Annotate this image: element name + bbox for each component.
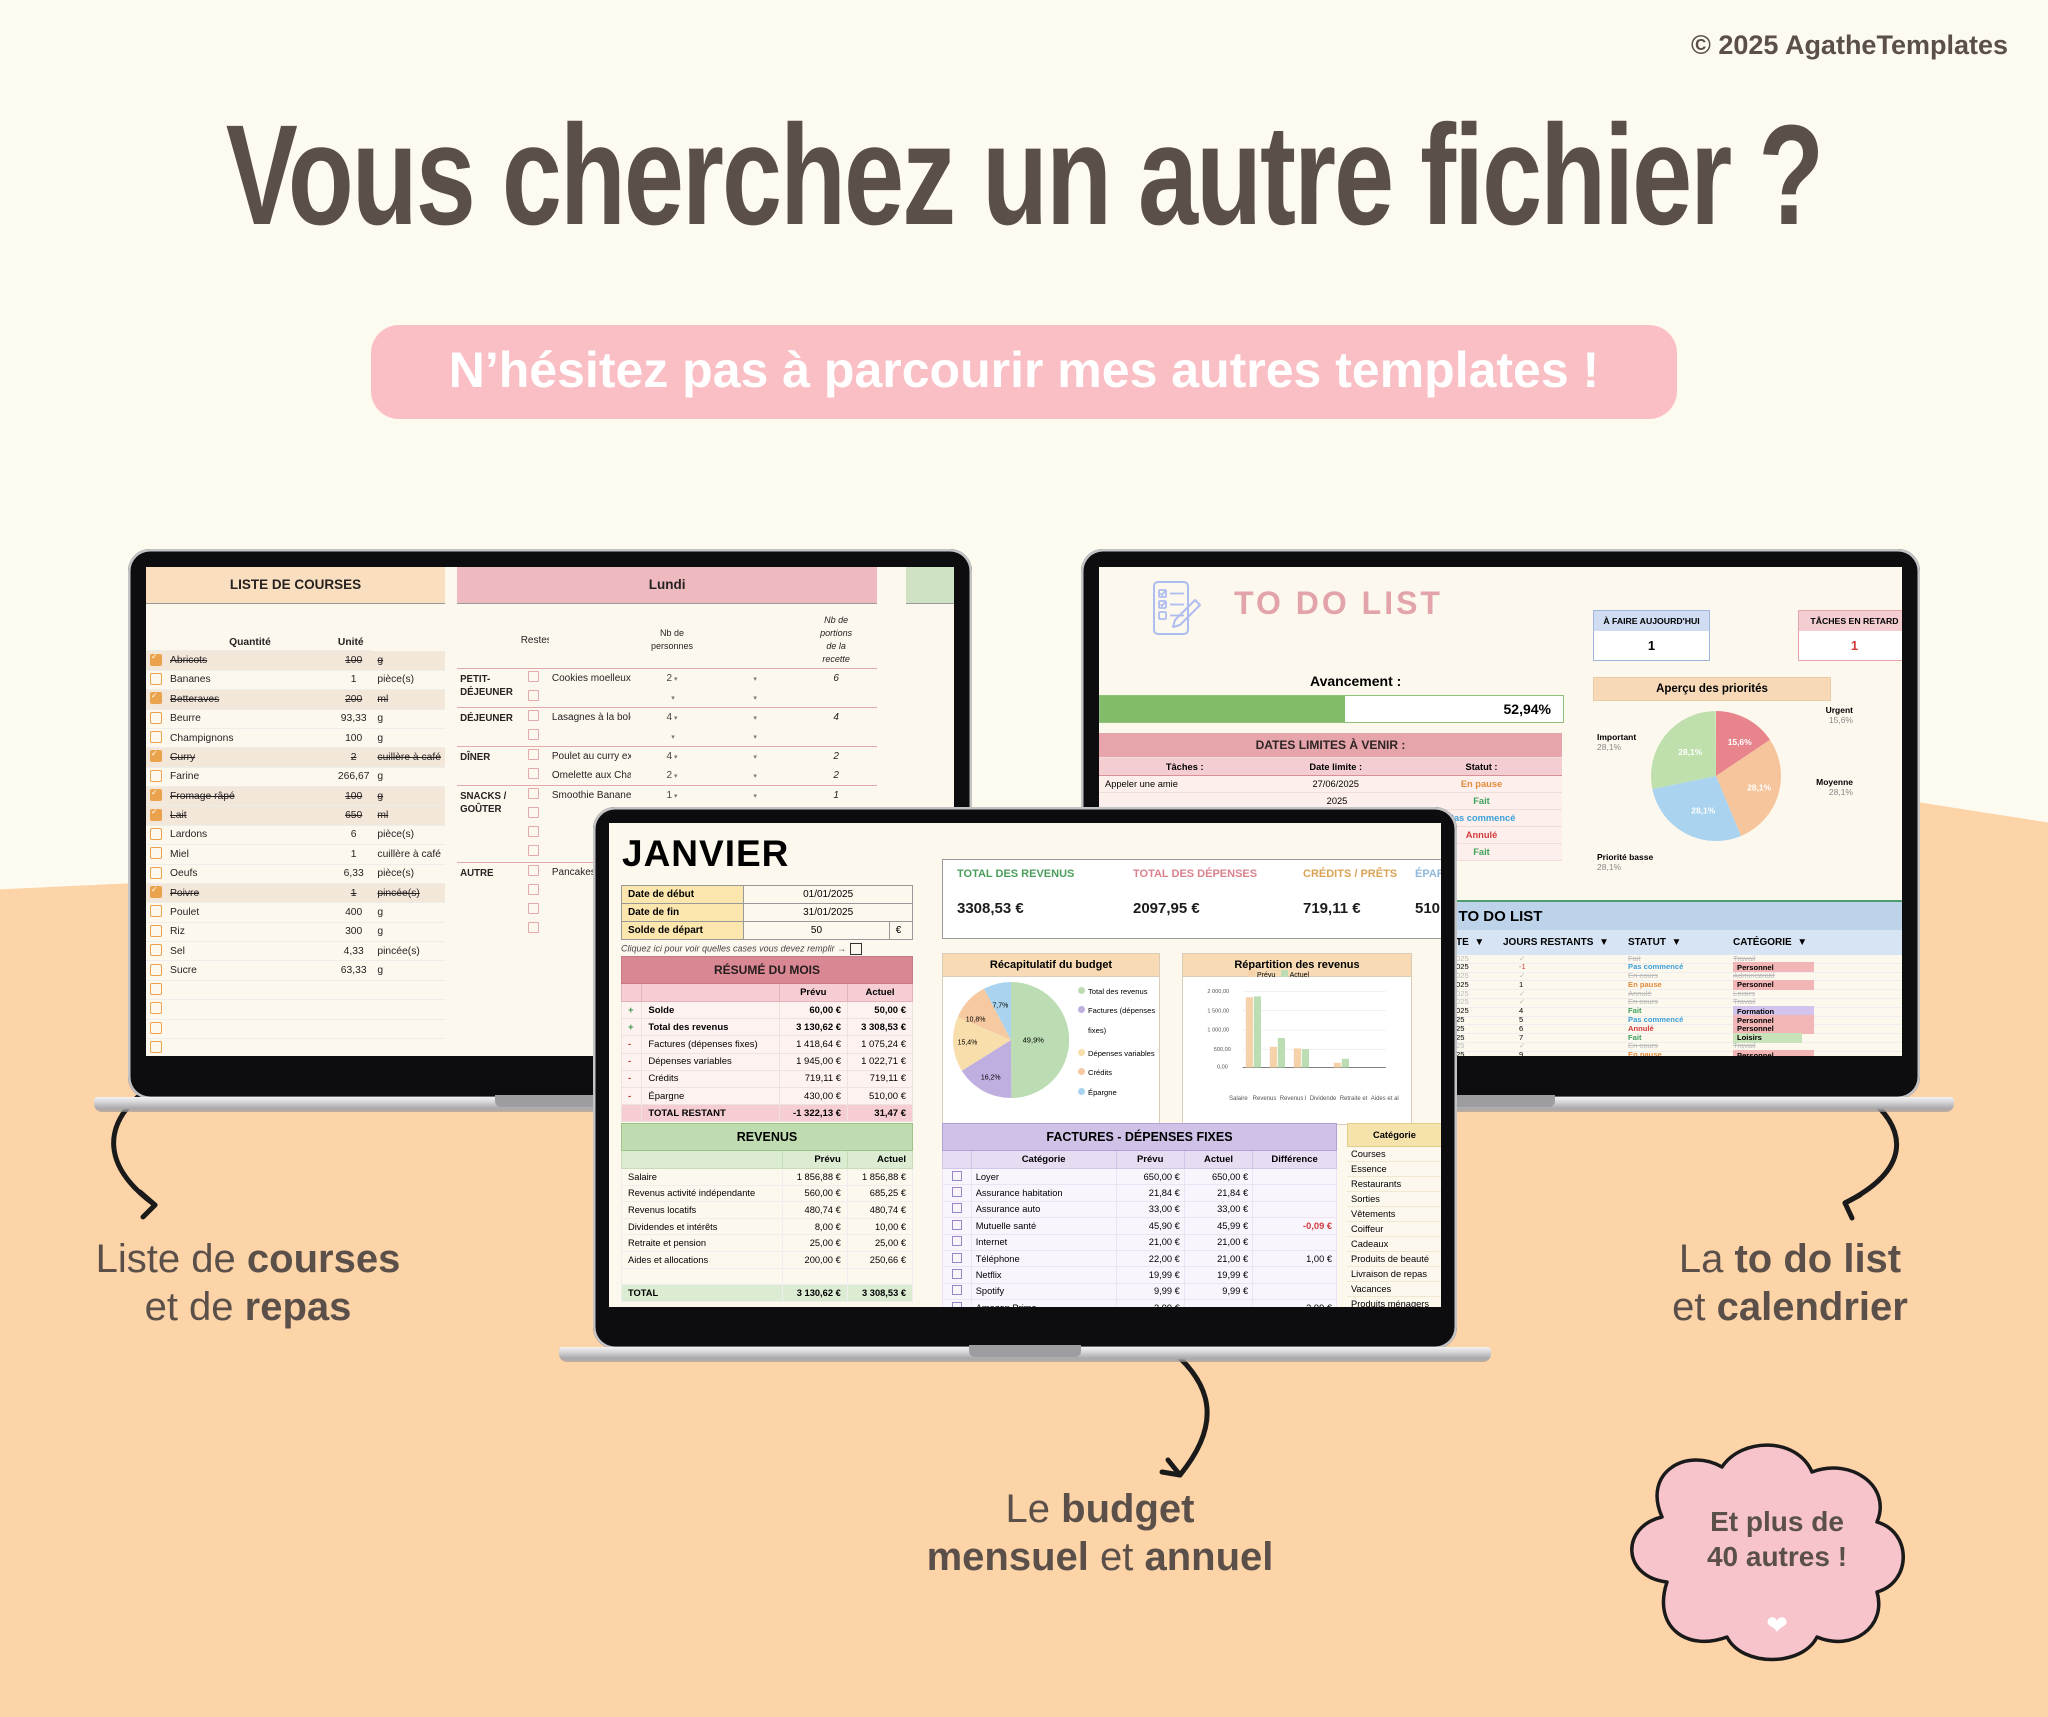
svg-text:49,9%: 49,9% [1023,1035,1045,1044]
svg-text:15,6%: 15,6% [1728,737,1752,747]
svg-text:1 000,00: 1 000,00 [1207,1028,1229,1034]
svg-text:1 500,00: 1 500,00 [1207,1008,1229,1014]
svg-text:28,1%: 28,1% [1747,782,1771,792]
svg-text:16,2%: 16,2% [981,1074,1001,1081]
svg-text:7,7%: 7,7% [992,1003,1008,1010]
svg-text:0,00: 0,00 [1217,1064,1228,1070]
svg-text:15,4%: 15,4% [958,1040,978,1047]
svg-text:2 000,00: 2 000,00 [1207,989,1229,995]
svg-text:500,00: 500,00 [1214,1047,1231,1053]
svg-text:10,8%: 10,8% [966,1016,986,1023]
svg-text:28,1%: 28,1% [1691,806,1715,816]
svg-text:28,1%: 28,1% [1678,747,1702,757]
